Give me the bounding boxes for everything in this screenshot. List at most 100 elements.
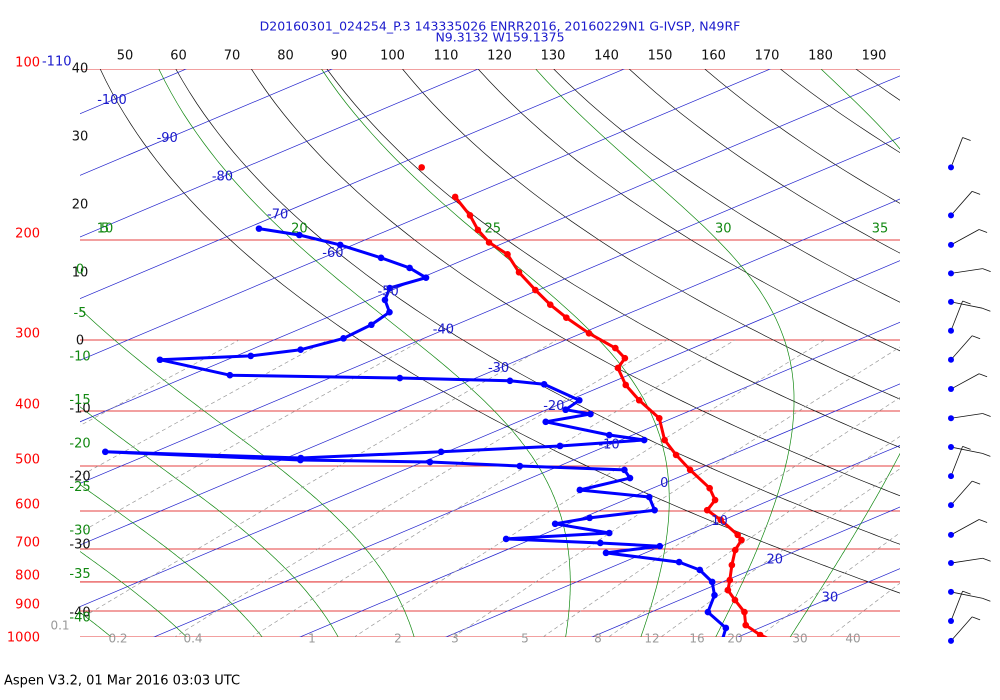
profile-point xyxy=(645,493,653,501)
profile-point xyxy=(418,164,425,171)
wind-point xyxy=(948,588,954,595)
mixing-line xyxy=(251,339,736,637)
isotherm-label: -70 xyxy=(267,208,288,223)
profile-point xyxy=(247,352,255,360)
wind-barb xyxy=(950,480,973,506)
dry-adiabat xyxy=(250,69,900,497)
profile-point xyxy=(651,506,658,514)
moist-label: -20 xyxy=(69,437,90,452)
wind-barb xyxy=(950,191,973,216)
profile-point xyxy=(406,264,413,272)
wind-barb xyxy=(978,519,988,523)
pressure-label: 900 xyxy=(15,598,40,613)
wind-barb xyxy=(950,446,983,454)
wind-point xyxy=(948,637,954,644)
wind-barb xyxy=(971,190,981,195)
pressure-label: 1000 xyxy=(7,631,40,646)
wind-barb xyxy=(982,268,991,272)
profile-point xyxy=(532,286,539,294)
dry-adiabat xyxy=(553,69,900,303)
mixing-label: 5 xyxy=(521,632,529,646)
left-label: 40 xyxy=(72,62,89,77)
isotherm xyxy=(80,69,626,299)
isotherm-label: -110 xyxy=(42,55,72,70)
wind-barb xyxy=(962,137,971,141)
profile-point xyxy=(726,576,734,584)
left-label: -40 xyxy=(69,606,90,621)
wind-barb xyxy=(978,229,988,233)
profile-point xyxy=(297,456,304,464)
theta-label: 160 xyxy=(701,49,726,64)
wind-point xyxy=(948,270,954,277)
moist-label: 35 xyxy=(872,222,889,237)
theta-label: 130 xyxy=(541,49,566,64)
mixing-label: 0.1 xyxy=(50,619,69,633)
wind-barb xyxy=(950,590,963,622)
profile-point xyxy=(738,536,745,544)
profile-point xyxy=(708,578,716,586)
pressure-label: 400 xyxy=(15,397,40,412)
profile-point xyxy=(605,529,613,537)
profile-point xyxy=(336,241,344,249)
wind-barb xyxy=(982,453,991,457)
profile-point xyxy=(720,636,724,637)
mixing-line xyxy=(80,339,558,620)
isotherm-label: -100 xyxy=(97,93,127,108)
isotherm xyxy=(299,383,900,637)
profile-point xyxy=(255,225,263,232)
profile-point xyxy=(711,496,719,504)
profile-point xyxy=(563,314,570,321)
mixing-label: 30 xyxy=(792,632,807,646)
profile-point xyxy=(596,539,604,547)
profile-point xyxy=(381,296,389,304)
profile-point xyxy=(422,274,430,281)
isotherm-label: -30 xyxy=(488,361,509,376)
profile-point xyxy=(437,448,445,456)
profile-point xyxy=(585,330,593,337)
wind-point xyxy=(948,386,954,393)
profile-point xyxy=(542,418,549,426)
wind-barb xyxy=(978,373,988,378)
wind-barb xyxy=(950,591,983,599)
wind-barb xyxy=(950,301,983,309)
moist-label: -15 xyxy=(69,393,90,408)
mixing-label: 20 xyxy=(727,632,742,646)
moist-adiabat xyxy=(80,551,188,637)
moist-adiabat xyxy=(535,69,795,637)
isotherm xyxy=(80,137,900,484)
moist-label: 10 xyxy=(97,222,114,237)
wind-barb xyxy=(950,137,963,168)
isotherm xyxy=(80,69,188,115)
isotherm xyxy=(80,260,900,608)
isotherm-label: -10 xyxy=(598,438,619,453)
profile-point xyxy=(622,381,630,389)
wind-barb xyxy=(950,413,983,419)
isotherm xyxy=(80,75,900,423)
moist-label: -30 xyxy=(69,524,90,539)
moist-label: 20 xyxy=(291,222,308,237)
wind-barb xyxy=(950,373,980,390)
wind-barb xyxy=(982,413,991,417)
wind-point xyxy=(948,212,954,219)
theta-label: 190 xyxy=(862,49,887,64)
dry-adiabat xyxy=(477,69,900,352)
profile-point xyxy=(156,356,164,364)
theta-label: 150 xyxy=(648,49,673,64)
profile-point xyxy=(377,254,385,262)
pressure-label: 500 xyxy=(15,453,40,468)
profile-point xyxy=(612,344,619,352)
mixing-label: 0.4 xyxy=(183,632,202,646)
left-label: -30 xyxy=(69,538,90,553)
moist-label: 30 xyxy=(715,222,732,237)
isotherm-label: -90 xyxy=(157,131,178,146)
theta-label: 70 xyxy=(224,49,241,64)
theta-label: 80 xyxy=(277,49,294,64)
mixing-label: 12 xyxy=(644,632,659,646)
profile-point xyxy=(661,436,668,444)
profile-point xyxy=(656,542,664,550)
left-label: 10 xyxy=(72,266,89,281)
profile-point xyxy=(703,506,711,514)
isotherm-label: 30 xyxy=(822,591,839,606)
profile-point xyxy=(297,346,304,353)
